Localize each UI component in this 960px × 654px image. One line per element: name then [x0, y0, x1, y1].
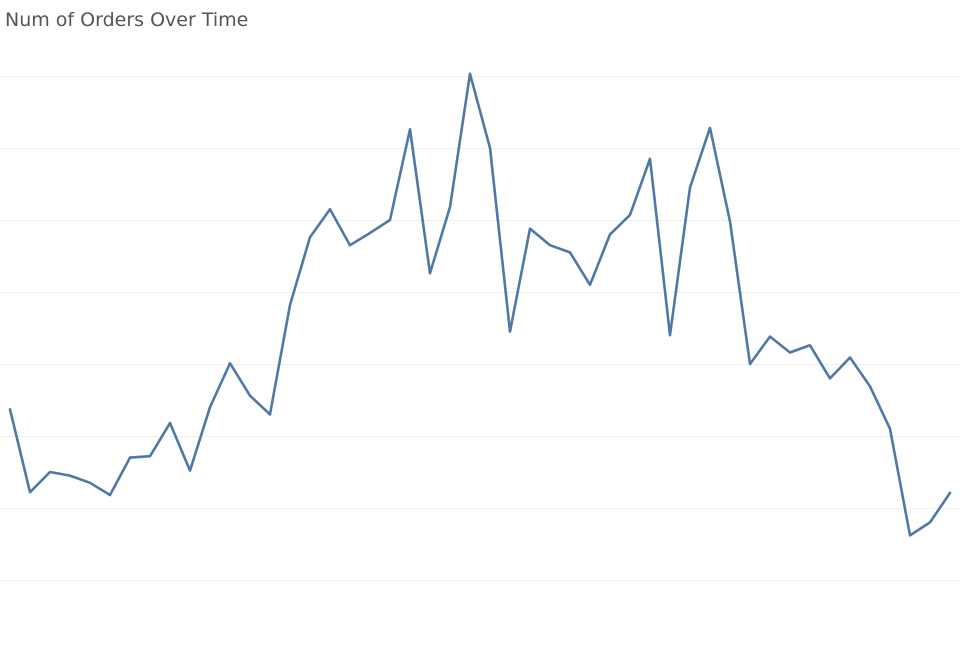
data-point-15: [287, 302, 293, 308]
data-point-44: [867, 383, 873, 389]
data-point-28: [547, 242, 553, 248]
data-point-10: [187, 468, 193, 474]
data-points: [7, 71, 953, 539]
data-point-36: [707, 125, 713, 131]
data-point-46: [907, 532, 913, 538]
data-point-1: [7, 406, 13, 412]
data-point-29: [567, 249, 573, 255]
data-point-18: [347, 242, 353, 248]
series-line: [8, 72, 952, 537]
data-point-21: [407, 126, 413, 132]
data-point-5: [87, 480, 93, 486]
data-point-24: [467, 71, 473, 77]
data-point-20: [387, 217, 393, 223]
data-point-37: [727, 218, 733, 224]
data-point-38: [747, 361, 753, 367]
data-point-47: [927, 519, 933, 525]
data-point-45: [887, 426, 893, 432]
data-point-2: [27, 489, 33, 495]
data-point-48: [947, 490, 953, 496]
data-point-40: [787, 349, 793, 355]
data-point-22: [427, 270, 433, 276]
data-point-33: [647, 156, 653, 162]
data-point-12: [227, 360, 233, 366]
data-point-9: [167, 420, 173, 426]
data-point-7: [127, 455, 133, 461]
data-point-13: [247, 393, 253, 399]
gridlines: [0, 76, 960, 581]
data-point-4: [67, 473, 73, 479]
data-point-42: [827, 375, 833, 381]
data-point-26: [507, 329, 513, 335]
chart-title: Num of Orders Over Time: [5, 9, 249, 31]
data-point-31: [607, 231, 613, 237]
data-point-3: [47, 469, 53, 475]
data-point-25: [487, 145, 493, 151]
data-point-16: [307, 234, 313, 240]
data-point-6: [107, 492, 113, 498]
data-point-27: [527, 226, 533, 232]
data-point-11: [207, 404, 213, 410]
data-point-39: [767, 334, 773, 340]
data-point-23: [447, 204, 453, 210]
data-point-19: [367, 230, 373, 236]
data-point-43: [847, 355, 853, 361]
data-point-8: [147, 453, 153, 459]
data-point-17: [327, 206, 333, 212]
data-point-32: [627, 212, 633, 218]
data-point-30: [587, 282, 593, 288]
data-point-41: [807, 342, 813, 348]
data-point-34: [667, 332, 673, 338]
data-point-35: [687, 185, 693, 191]
data-point-14: [267, 411, 273, 417]
